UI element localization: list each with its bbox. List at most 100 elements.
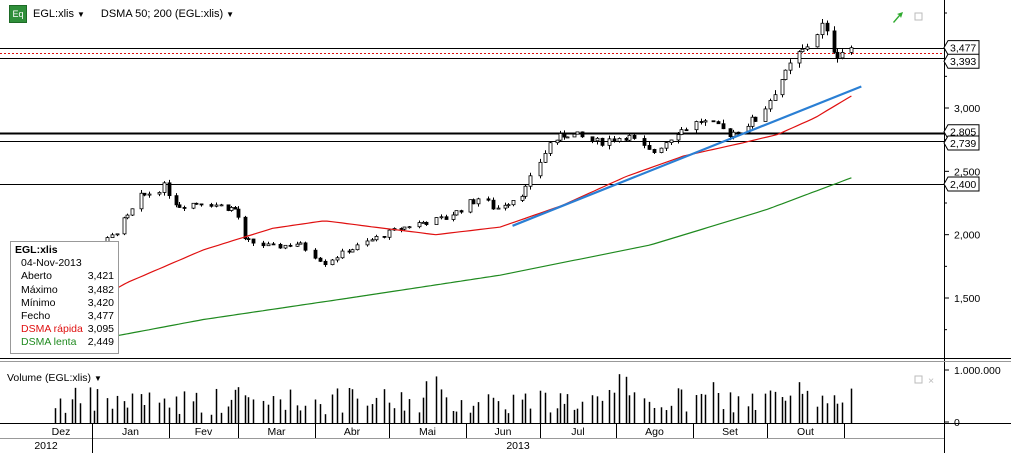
- candle: [815, 33, 820, 48]
- candle-body: [243, 216, 248, 240]
- candle-body: [590, 136, 595, 142]
- candle-body: [538, 161, 543, 177]
- candle: [122, 216, 127, 236]
- candle: [528, 172, 533, 190]
- candle-body: [318, 257, 323, 262]
- legend-row-dsma-fast: DSMA rápida 3,095: [15, 323, 114, 336]
- candle: [194, 202, 199, 205]
- candle: [763, 106, 768, 122]
- candle-body: [219, 204, 224, 207]
- month-label: Out: [797, 426, 814, 438]
- candle: [617, 137, 622, 143]
- candle: [676, 132, 681, 144]
- candle-body: [572, 133, 577, 138]
- candle-body: [374, 236, 379, 241]
- indicator-selector[interactable]: DSMA 50; 200 (EGL:xlis) ▼: [101, 8, 234, 20]
- candle: [214, 202, 219, 208]
- candle: [538, 158, 543, 179]
- candle-body: [840, 51, 845, 59]
- candle-body: [642, 138, 647, 146]
- legend-label: DSMA lenta: [21, 336, 77, 349]
- candle-body: [194, 202, 199, 205]
- candle: [147, 191, 152, 198]
- candle-body: [676, 134, 681, 141]
- legend-value: 3,482: [87, 283, 114, 296]
- candle: [323, 259, 328, 267]
- candle: [768, 98, 773, 112]
- equity-app-icon[interactable]: Eq: [9, 5, 27, 23]
- candle-body: [750, 116, 755, 127]
- candle: [219, 203, 224, 207]
- candle: [652, 148, 657, 155]
- month-label: Mar: [267, 426, 286, 438]
- candle: [139, 189, 144, 212]
- price-label-box: [943, 40, 980, 56]
- candle: [115, 233, 120, 237]
- candle-body: [562, 133, 567, 138]
- candle-body: [246, 238, 251, 241]
- candle-body: [835, 51, 840, 59]
- candle-body: [607, 138, 612, 146]
- candle: [243, 215, 248, 241]
- candle-body: [825, 22, 830, 32]
- candle-body: [617, 138, 622, 142]
- candle: [835, 48, 840, 63]
- candle: [800, 44, 805, 53]
- candle: [627, 134, 632, 142]
- candle: [199, 203, 204, 207]
- candle: [157, 191, 162, 197]
- price-label-text: 3,477: [950, 43, 976, 55]
- candle: [572, 133, 577, 138]
- candle: [555, 139, 560, 145]
- candle: [600, 137, 605, 147]
- candle: [402, 226, 407, 231]
- legend-value: 3,421: [87, 270, 114, 283]
- legend-row-close: Fecho 3,477: [15, 310, 114, 323]
- volume-panel-title[interactable]: Volume (EGL:xlis) ▼: [7, 372, 102, 384]
- month-label: Mai: [419, 426, 436, 438]
- candle-body: [703, 120, 708, 123]
- candle-body: [849, 47, 854, 53]
- candle: [669, 139, 674, 145]
- candle-body: [684, 129, 689, 132]
- candle: [562, 130, 567, 140]
- price-level-label: 2,400: [943, 176, 980, 192]
- candle-body: [266, 243, 271, 247]
- candle-body: [773, 94, 778, 101]
- candle-body: [451, 214, 456, 220]
- candle-body: [565, 136, 570, 139]
- candle-body: [142, 192, 147, 196]
- y-tick-label: 2,500: [954, 166, 980, 178]
- candle-body: [278, 243, 283, 249]
- candle: [607, 135, 612, 150]
- candle-body: [174, 195, 179, 206]
- legend-row-low: Mínimo 3,420: [15, 297, 114, 310]
- candle-body: [167, 182, 172, 197]
- candle-body: [199, 203, 204, 206]
- candle-body: [664, 142, 669, 149]
- candle-body: [147, 193, 152, 196]
- candle-body: [496, 207, 501, 210]
- candle-body: [669, 139, 674, 143]
- candle: [506, 203, 511, 208]
- candle: [295, 241, 300, 247]
- candle: [797, 50, 802, 68]
- volume-tick-label: 1.000.000: [954, 365, 1001, 377]
- chart-toolbar: Eq EGL:xlis ▼ DSMA 50; 200 (EGL:xlis) ▼: [0, 4, 234, 24]
- data-legend: EGL:xlis 04-Nov-2013 Aberto 3,421 Máximo 3…: [10, 241, 119, 354]
- candle-body: [558, 133, 563, 141]
- candle: [251, 238, 256, 246]
- candle: [288, 243, 293, 248]
- candle-body: [627, 134, 632, 141]
- candle: [543, 150, 548, 164]
- legend-label: Máximo: [21, 283, 58, 296]
- candle: [595, 137, 600, 145]
- candle: [664, 142, 669, 151]
- candle: [335, 256, 340, 263]
- candle-body: [805, 46, 810, 50]
- symbol-selector[interactable]: EGL:xlis ▼: [33, 8, 85, 20]
- month-label: Set: [722, 426, 738, 438]
- candle-body: [736, 131, 741, 134]
- candle: [246, 236, 251, 242]
